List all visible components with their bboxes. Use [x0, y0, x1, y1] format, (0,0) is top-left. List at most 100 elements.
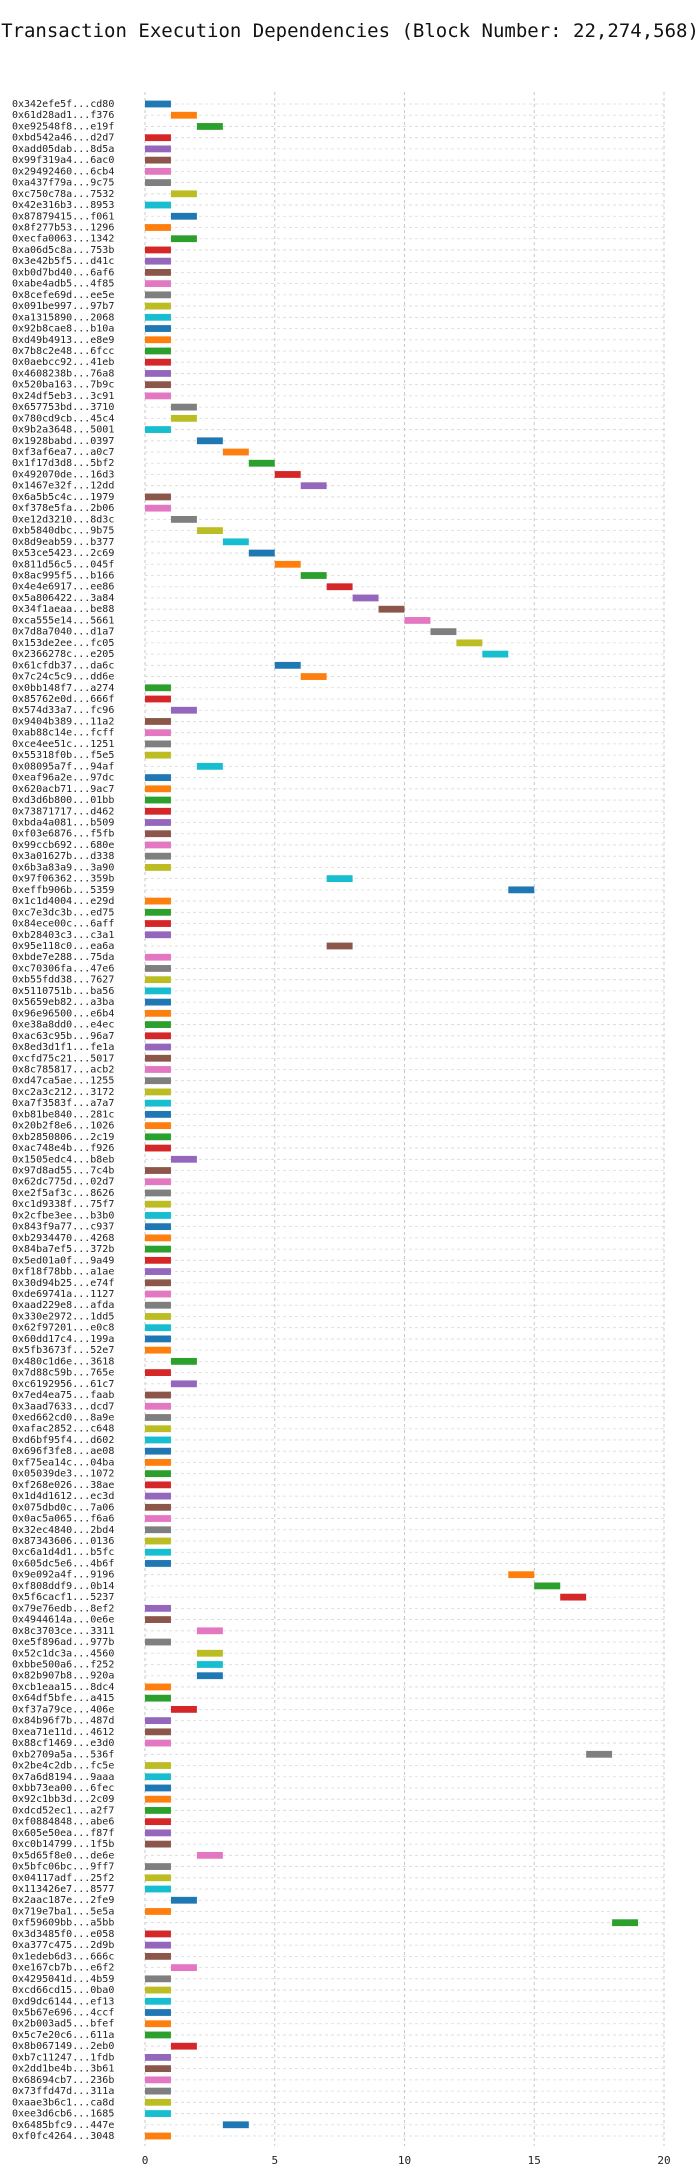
tx-label: 0x7ed4ea75...faab — [12, 1390, 114, 1401]
tx-label: 0x24df5eb3...3c91 — [12, 391, 114, 402]
tx-label: 0x4295041d...4b59 — [12, 1974, 114, 1985]
tx-label: 0x32ec4840...2bd4 — [12, 1525, 114, 1536]
dependency-bar — [145, 920, 171, 927]
tx-label: 0x4944614a...0e6e — [12, 1615, 114, 1626]
tx-label: 0x342efe5f...cd80 — [12, 99, 114, 110]
tx-label: 0xd6bf95f4...d602 — [12, 1435, 114, 1446]
dependency-bar — [145, 100, 171, 108]
tx-label: 0xf37a79ce...406e — [12, 1704, 114, 1715]
tx-label: 0x605dc5e6...4b6f — [12, 1558, 114, 1569]
tx-label: 0xc6a1d4d1...b5fc — [12, 1547, 114, 1558]
dependency-bar — [145, 1099, 171, 1107]
tx-label: 0xbbe500a6...f252 — [12, 1659, 114, 1670]
dependency-bar — [145, 1290, 171, 1298]
tx-label: 0x2366278c...e205 — [12, 649, 114, 660]
tx-label: 0x84ba7ef5...372b — [12, 1244, 114, 1255]
dependency-bar — [456, 639, 483, 647]
tx-label: 0xab88c14e...fcff — [12, 728, 114, 739]
tx-label: 0xadd05dab...8d5a — [12, 144, 114, 155]
dependency-bar — [145, 381, 171, 389]
tx-label: 0x95e118c0...ea6a — [12, 941, 114, 952]
dependency-bar — [145, 1874, 171, 1882]
dependency-bar — [145, 1616, 171, 1623]
dependency-bar — [145, 1885, 171, 1893]
dependency-bar — [274, 661, 301, 669]
dependency-bar — [145, 1975, 171, 1983]
dependency-bar — [145, 291, 171, 299]
x-tick-label: 15 — [528, 2154, 541, 2167]
dependency-bar — [145, 1863, 171, 1870]
tx-label: 0x2cfbe3ee...b3b0 — [12, 1210, 114, 1221]
tx-label: 0x520ba163...7b9c — [12, 380, 114, 391]
tx-label: 0xac748e4b...f926 — [12, 1143, 114, 1154]
tx-label: 0x08095a7f...94af — [12, 761, 114, 772]
dependency-bar — [145, 1110, 171, 1118]
tx-label: 0x96e96500...e6b4 — [12, 1008, 114, 1019]
tx-label: 0xce4ee51c...1251 — [12, 739, 114, 750]
dependency-bar — [145, 1066, 171, 1073]
tx-label: 0xac63c95b...96a7 — [12, 1031, 114, 1042]
tx-label: 0x5a806422...3a84 — [12, 593, 114, 604]
dependency-bar — [586, 1750, 613, 1758]
tx-label: 0x87343606...0136 — [12, 1536, 114, 1547]
dependency-bar — [145, 1032, 171, 1040]
tx-label: 0xf03e6876...f5fb — [12, 829, 114, 840]
dependency-bar — [145, 370, 171, 377]
tx-label: 0x1928babd...0397 — [12, 436, 114, 447]
tx-label: 0xe5f896ad...977b — [12, 1637, 114, 1648]
dependency-bar — [145, 167, 171, 175]
tx-label: 0x97d8ad55...7c4b — [12, 1166, 114, 1177]
tx-label: 0x6a5b5c4c...1979 — [12, 492, 114, 503]
tx-label: 0x64df5bfe...a415 — [12, 1693, 114, 1704]
tx-label: 0x153de2ee...fc05 — [12, 638, 114, 649]
dependency-bar — [145, 1301, 171, 1309]
dependency-bar — [145, 1425, 171, 1433]
tx-label: 0x0ac5a065...f6a6 — [12, 1514, 114, 1525]
dependency-bar — [170, 1155, 197, 1163]
dependency-bar — [145, 358, 171, 366]
dependency-bar — [612, 1919, 639, 1927]
dependency-bar — [145, 1526, 171, 1534]
tx-label: 0xf75ea14c...04ba — [12, 1457, 114, 1468]
tx-label: 0xf0884848...abe6 — [12, 1817, 114, 1828]
tx-label: 0x7b8c2e48...6fcc — [12, 346, 114, 357]
tx-label: 0x8ed3d1f1...fe1a — [12, 1042, 114, 1053]
tx-label: 0x7d88c59b...765e — [12, 1368, 114, 1379]
dependency-bar — [145, 774, 171, 781]
dependency-bar — [170, 414, 197, 422]
dependency-bar — [145, 156, 171, 164]
dependency-bar — [145, 796, 171, 804]
dependency-bar — [145, 325, 171, 332]
tx-label: 0x480c1d6e...3618 — [12, 1356, 114, 1367]
dependency-bar — [145, 1054, 171, 1062]
dependency-bar — [274, 560, 301, 568]
tx-label: 0x4e4e6917...ee86 — [12, 582, 114, 593]
dependency-bar — [145, 2132, 171, 2140]
tx-label: 0x5c7e20c6...611a — [12, 2030, 114, 2041]
tx-label: 0x68694cb7...236b — [12, 2075, 114, 2086]
tx-label: 0x2be4c2db...fc5e — [12, 1761, 114, 1772]
tx-label: 0x62f97201...e0c8 — [12, 1323, 114, 1334]
dependency-bar — [145, 998, 171, 1006]
tx-label: 0x60dd17c4...199a — [12, 1334, 114, 1345]
tx-label: 0xc70306fa...47e6 — [12, 963, 114, 974]
tx-label: 0x5659eb82...a3ba — [12, 997, 114, 1008]
tx-label: 0x92c1bb3d...2c09 — [12, 1794, 114, 1805]
dependency-bar — [145, 1773, 171, 1781]
dependency-bar — [196, 527, 223, 535]
dependency-bar — [145, 201, 171, 209]
dependency-bar — [560, 1593, 587, 1601]
dependency-bar — [145, 1313, 171, 1320]
dependency-bar — [145, 1268, 171, 1275]
dependency-bar — [145, 1021, 171, 1028]
tx-label: 0xafac2852...c648 — [12, 1424, 114, 1435]
tx-label: 0x7c24c5c9...dd6e — [12, 672, 114, 683]
dependency-bar — [352, 594, 379, 602]
tx-label: 0xf0fc4264...3048 — [12, 2131, 114, 2142]
dependency-bar — [145, 965, 171, 972]
tx-label: 0x7a6d8194...9aaa — [12, 1772, 114, 1783]
tx-label: 0x620acb71...9ac7 — [12, 784, 114, 795]
dependency-bar — [145, 2098, 171, 2106]
tx-label: 0x7d8a7040...d1a7 — [12, 627, 114, 638]
tx-label: 0x61d28ad1...f376 — [12, 110, 114, 121]
